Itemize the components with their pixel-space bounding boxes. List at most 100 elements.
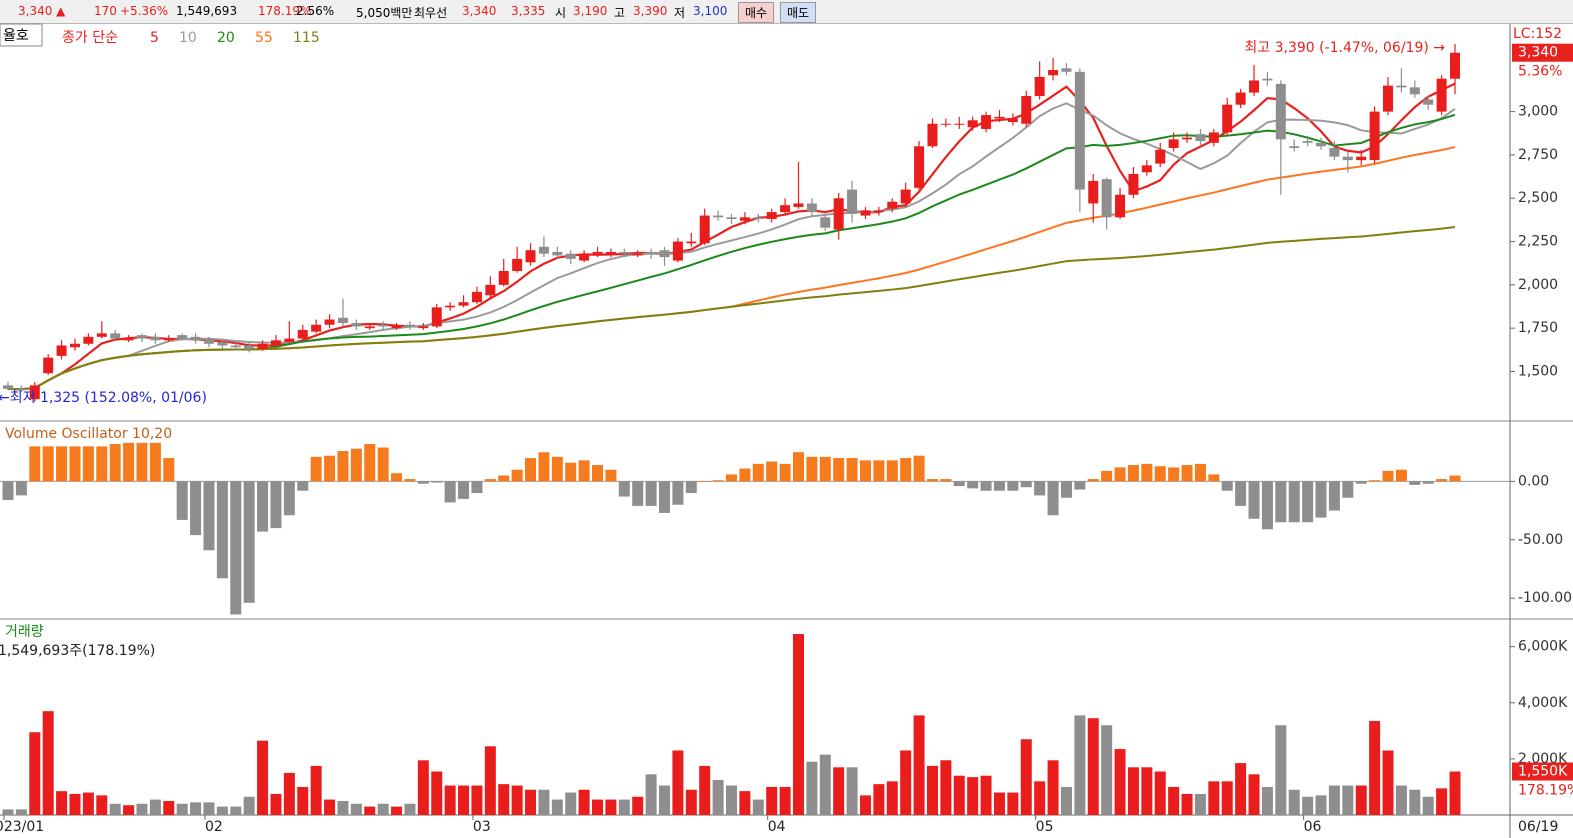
ma-line <box>7 113 1456 391</box>
volume-bar <box>1315 795 1327 815</box>
volume-bar <box>632 796 644 815</box>
candle-body <box>552 251 563 256</box>
oscillator-bar <box>1261 481 1273 530</box>
volume-bar <box>953 775 965 815</box>
oscillator-bar <box>1007 481 1019 491</box>
candle-body <box>1141 165 1152 173</box>
oscillator-bar <box>685 481 697 494</box>
oscillator-bar <box>364 444 376 482</box>
sell-button[interactable]: 매도 <box>780 2 817 23</box>
candle-body <box>1369 111 1380 161</box>
x-tick-label: 04 <box>768 819 786 835</box>
turnover: 2.56% <box>296 4 335 18</box>
oscillator-bar <box>792 452 804 482</box>
volume-ratio: 178.19% <box>1518 783 1573 799</box>
oscillator-bar <box>471 481 483 494</box>
volume-bar <box>605 799 617 815</box>
volume-bar <box>1127 767 1139 815</box>
volume-bar <box>1342 785 1354 815</box>
candle-body <box>297 329 308 339</box>
volume-bar <box>712 779 724 815</box>
candle-body <box>820 217 831 228</box>
volume-bar <box>538 789 550 815</box>
volume-bar <box>163 800 175 815</box>
candle-body <box>873 210 884 213</box>
osc-title: Volume Oscillator 10,20 <box>5 426 172 442</box>
candle-body <box>793 203 804 207</box>
change-pct: +5.36% <box>120 4 169 18</box>
candle-body <box>1302 141 1313 143</box>
volume-bar <box>149 799 161 815</box>
oscillator-bar <box>283 481 295 516</box>
oscillator-bar <box>592 465 604 482</box>
candle-body <box>1235 92 1246 105</box>
oscillator-bar <box>726 474 737 482</box>
oscillator-bar <box>913 455 925 482</box>
volume-bar <box>859 795 871 815</box>
volume-bar <box>1114 749 1126 815</box>
candle-body <box>900 189 911 204</box>
x-tick-label: 02 <box>205 819 223 835</box>
volume-bar <box>1369 721 1381 815</box>
oscillator-bar <box>1208 474 1220 482</box>
oscillator-bar <box>56 446 68 482</box>
candle-body <box>806 203 817 213</box>
candle-body <box>1450 52 1460 79</box>
oscillator-bar <box>2 481 14 501</box>
volume-bar <box>1422 796 1434 815</box>
plot-area: 최고 3,390 (-1.47%, 06/19) → ←최저 1,325 (152… <box>0 40 1510 815</box>
candle-body <box>190 336 201 341</box>
volume-bar <box>82 792 94 815</box>
volume-bar <box>819 754 831 815</box>
volume-bar <box>1395 785 1407 815</box>
candle-body <box>565 253 576 259</box>
candle-body <box>217 342 228 346</box>
oscillator-bar <box>659 481 671 513</box>
volume-bar <box>404 803 416 815</box>
volume-bar <box>1020 739 1032 815</box>
buy-button[interactable]: 매수 <box>738 2 775 23</box>
candle-body <box>1423 99 1434 105</box>
oscillator-bar <box>1395 469 1407 482</box>
candle-body <box>713 215 724 218</box>
open: 3,190 <box>573 4 608 18</box>
candle-body <box>471 291 482 303</box>
volume-bar <box>525 789 537 815</box>
volume-bar <box>29 732 41 815</box>
candle-body <box>1074 71 1085 190</box>
volume-bar <box>578 789 590 815</box>
candle-body <box>887 201 898 209</box>
volume-bar <box>1288 789 1300 815</box>
candle-body <box>270 340 281 346</box>
oscillator-bar <box>310 456 322 482</box>
candle-body <box>538 246 549 254</box>
volume-bar <box>645 774 657 815</box>
last-price: 3,340 <box>1518 45 1558 61</box>
price: 3,340 ▲ <box>18 4 66 18</box>
volume-bar <box>699 765 711 815</box>
volume-bar <box>592 799 604 815</box>
oscillator-bar <box>1221 481 1233 491</box>
candle-body <box>244 345 255 349</box>
ma-legend-label: 종가 단순 <box>62 30 118 46</box>
volume-bar <box>1221 781 1233 815</box>
candle-body <box>257 343 268 349</box>
volume-bar <box>324 799 336 815</box>
candle-body <box>646 251 657 254</box>
legend-item: 10 <box>179 30 197 46</box>
amount: 5,050백만 <box>356 6 413 20</box>
oscillator-bar <box>1369 480 1381 482</box>
volume-bar <box>203 802 215 815</box>
volume-bar <box>283 772 295 815</box>
volume-bar <box>216 806 228 815</box>
best-bid: 3,335 <box>511 4 546 18</box>
oscillator-bar <box>404 479 416 482</box>
volume-bar <box>993 792 1005 815</box>
volume-bar <box>913 715 925 815</box>
candle-body <box>96 333 107 337</box>
oscillator-bar <box>1328 481 1340 511</box>
oscillator-bar <box>243 481 255 603</box>
quote-bar: 3,340 ▲ 170 +5.36% 1,549,693 178.19% 2.5… <box>0 0 1573 24</box>
volume-bar <box>1261 786 1273 815</box>
